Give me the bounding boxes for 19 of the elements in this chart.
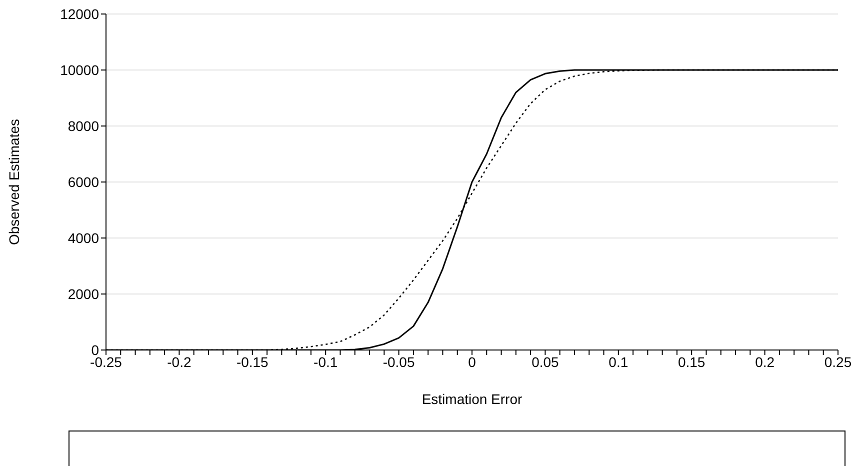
y-axis-title: Observed Estimates xyxy=(6,118,22,246)
x-tick-label: 0.2 xyxy=(755,354,775,370)
x-tick-label: -0.1 xyxy=(314,354,338,370)
y-tick-label: 8000 xyxy=(68,118,100,134)
x-tick-label: 0.05 xyxy=(532,354,560,370)
x-axis-title: Estimation Error xyxy=(422,391,523,407)
y-tick-label: 10000 xyxy=(60,62,100,78)
x-tick-label: 0.15 xyxy=(678,354,706,370)
y-tick-label: 2000 xyxy=(68,286,100,302)
y-tick-label: 4000 xyxy=(68,230,100,246)
x-tick-label: -0.05 xyxy=(382,354,415,370)
y-tick-label: 6000 xyxy=(68,174,100,190)
x-tick-label: -0.2 xyxy=(167,354,192,370)
x-tick-label: 0.1 xyxy=(608,354,628,370)
x-tick-label: 0 xyxy=(468,354,476,370)
x-tick-label: -0.15 xyxy=(236,354,269,370)
x-tick-label: 0.25 xyxy=(824,354,852,370)
y-tick-label: 0 xyxy=(91,342,100,358)
y-tick-label: 12000 xyxy=(60,6,100,22)
